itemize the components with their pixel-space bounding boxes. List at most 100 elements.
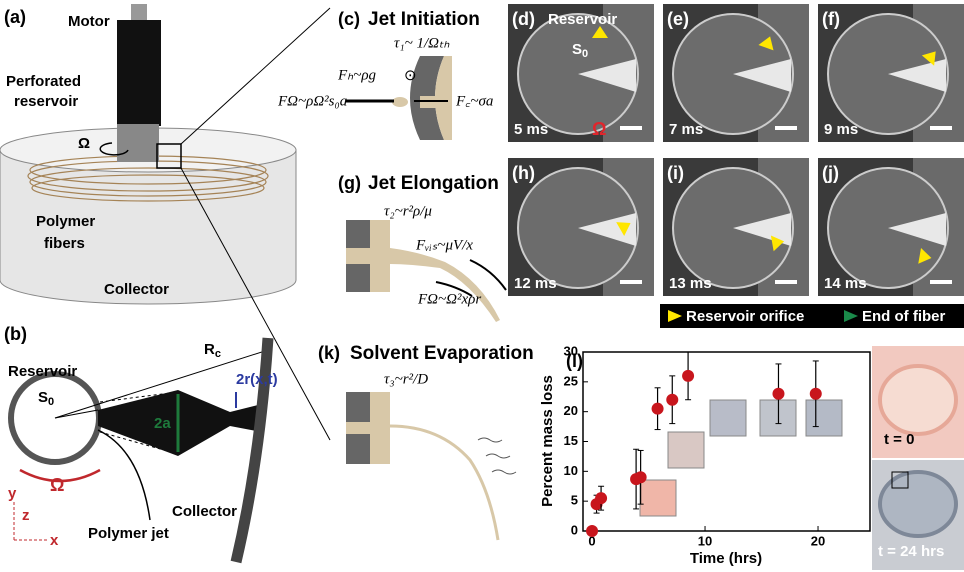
dash [99,391,179,403]
label: S0 [572,41,588,60]
y-tick-label: 15 [564,433,578,448]
label: fibers [44,235,85,252]
axis-label: y [8,485,17,502]
inset-photo [805,399,843,437]
point [651,402,664,415]
label: t = 0 [884,431,914,448]
scale-bar [620,126,642,130]
symbol: R [204,341,215,358]
scale-bar [775,126,797,130]
panel-g: (g) Jet Elongation τ₂~r²ρ/μ Fᵥᵢₛ~μV/x FΩ… [338,173,507,322]
glare [578,59,636,92]
frame: (f) 9 ms [818,4,964,142]
glare [733,59,791,92]
collector [230,337,274,564]
panel-label: (c) [338,9,360,29]
polymer-jet [97,429,151,521]
symbol: S [572,41,582,58]
label: Collector [104,281,169,298]
symbol: ⊙ [404,67,417,84]
point [586,525,599,537]
orifice-marker [758,36,774,51]
time-label: 12 ms [514,275,557,292]
y-tick-label: 5 [571,493,578,508]
vapor [477,437,517,475]
x-tick-label: 10 [698,533,712,548]
y-tick-label: 20 [564,403,578,418]
heading: Solvent Evaporation [350,343,534,364]
micrographs: (j) 14 ms (i) 13 ms (h) 12 ms (f) 9 ms (e) 7 ms (d… [508,4,964,296]
scale-bar [620,280,642,284]
fiber [31,174,265,202]
frame: (d) 5 ms [508,4,654,142]
glare [888,213,946,246]
motor [117,20,161,126]
inset-photo [709,399,747,437]
jet [389,424,500,541]
formula: τ₃~r²/D [384,371,428,387]
y-axis-title: Percent mass loss [539,375,556,507]
formula: FΩ~Ω²xρr [417,291,481,307]
zoom-line [180,7,331,145]
force-arrow [469,259,507,291]
label: Motor [68,13,110,30]
glare [888,59,946,92]
panel-label: (l) [566,351,583,371]
panel-k: (k) Solvent Evaporation τ₃~r²/D [318,343,534,541]
x-axis-title: Time (hrs) [690,550,762,567]
formula: τ₂~r²ρ/μ [384,203,432,219]
panel-label: (j) [822,163,839,183]
rc-line [54,349,269,419]
panel-label: (b) [4,324,27,344]
formula: Fᵥᵢₛ~μV/x [415,237,473,253]
frame: (i) 13 ms [663,158,809,296]
heading: Jet Initiation [368,9,480,30]
y-tick-label: 30 [564,343,578,358]
label: Polymer jet [88,525,169,542]
orifice-marker [770,235,785,252]
label: 2r(x,t) [236,371,278,388]
subscript: 0 [582,48,588,60]
zoom-box [891,471,909,489]
fiber-mat [878,364,958,436]
frame: (e) 7 ms [663,4,809,142]
legend-box [660,304,964,328]
formula: τ₁~ 1/Ωₜₕ [394,35,450,51]
motor-shaft [131,4,147,22]
point [682,369,695,382]
formula: FΩ~ρΩ²s₀a [277,93,347,109]
axis-label: z [22,507,30,524]
legend-label: Reservoir orifice [686,308,804,325]
orifice-marker [921,51,936,66]
glare [733,213,791,246]
label: Ω [592,119,606,139]
x-tick-label: 0 [588,533,595,548]
inset-photo [639,479,677,517]
fiber-mat [878,470,958,538]
time-label: 13 ms [669,275,712,292]
panel-label: (a) [4,7,26,27]
jet-cone [98,390,262,456]
panel-label: (i) [667,163,684,183]
time-label: 7 ms [669,121,703,138]
panel-label: (f) [822,9,840,29]
orifice-marker [592,26,608,38]
chart: (l) Time (hrs) Percent mass loss 0 5 10 15 2… [539,343,871,567]
y-tick-label: 25 [564,373,578,388]
orifice [346,248,390,264]
y-tick-label: 0 [571,522,578,537]
orifice-marker [616,222,631,236]
panel-label: (e) [667,9,689,29]
zoom-line [180,167,331,441]
panel-label: (k) [318,343,340,363]
time-label: 14 ms [824,275,867,292]
frame: (h) 12 ms [508,158,654,296]
rotation-arrow [19,468,101,483]
panel-a: (a) Motor Perforated reservoir Ω Polymer… [0,4,331,441]
subscript: c [215,348,221,360]
label: Reservoir [548,11,617,28]
x-tick-label: 20 [811,533,825,548]
label: Ω [78,135,90,152]
point [772,387,785,400]
point [595,492,608,505]
